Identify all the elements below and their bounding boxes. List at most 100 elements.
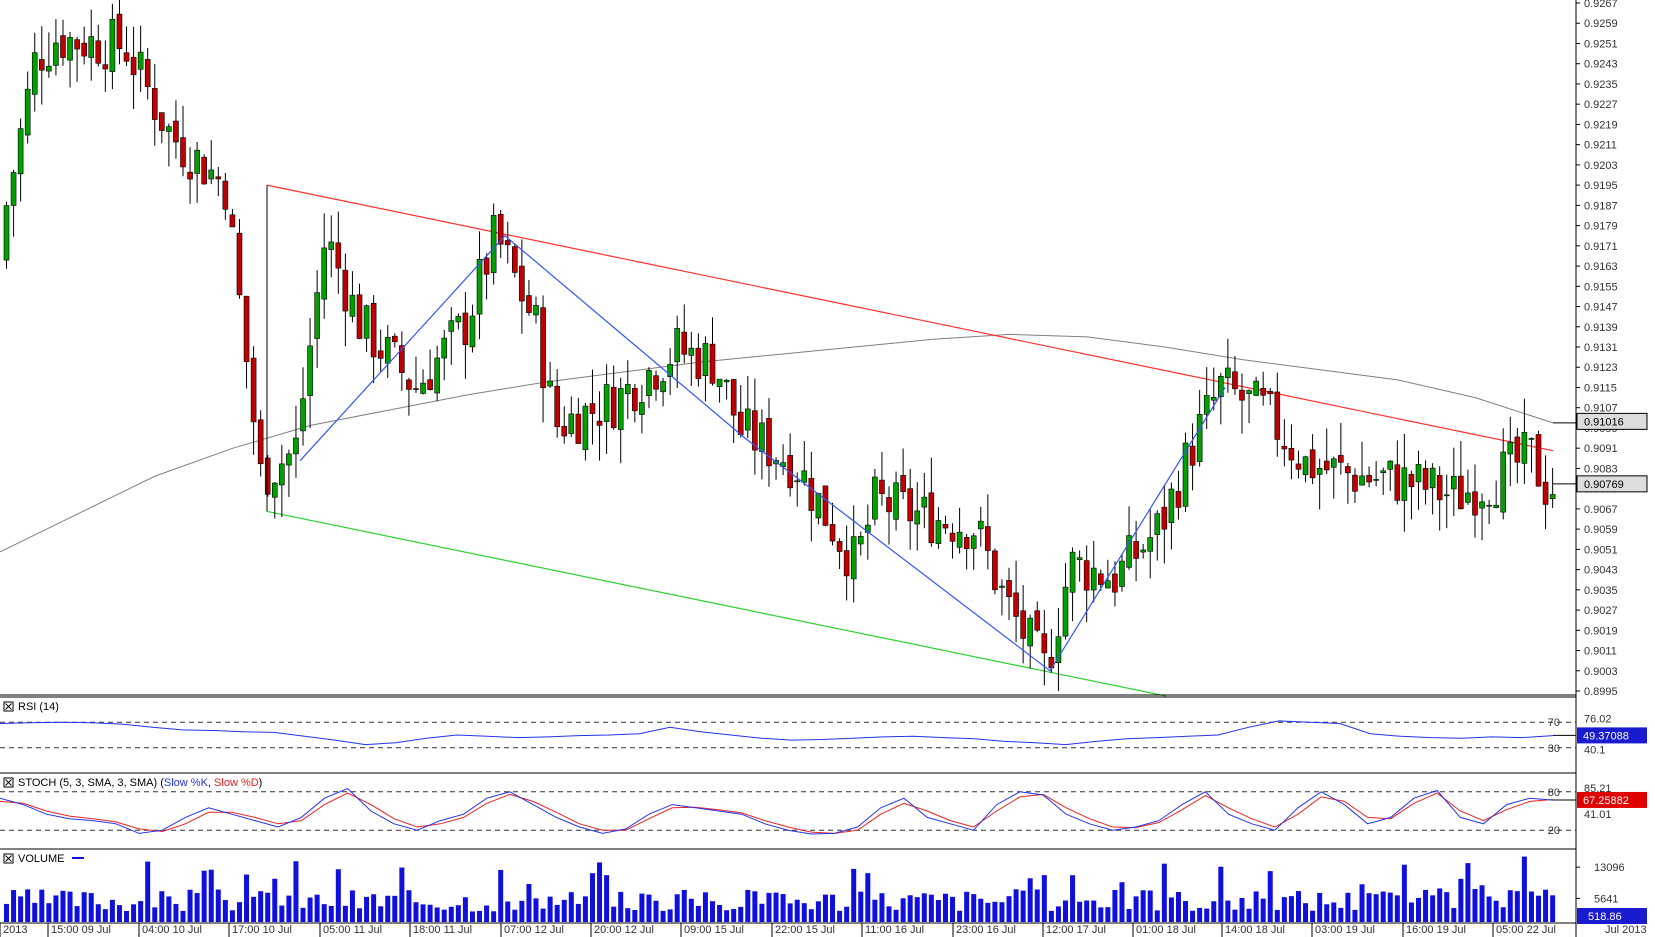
candle[interactable] — [1479, 493, 1485, 541]
candle[interactable] — [942, 515, 949, 534]
candle[interactable] — [455, 313, 462, 330]
candle[interactable] — [413, 356, 419, 393]
candle[interactable] — [180, 105, 186, 177]
candle[interactable] — [1465, 469, 1471, 505]
candle[interactable] — [1380, 467, 1386, 495]
candle[interactable] — [391, 333, 398, 348]
candle[interactable] — [737, 385, 744, 438]
candle[interactable] — [1140, 543, 1146, 559]
candle[interactable] — [504, 221, 511, 264]
candle[interactable] — [60, 19, 66, 66]
candle[interactable] — [914, 482, 921, 551]
candle[interactable] — [307, 318, 313, 429]
candle[interactable] — [836, 538, 843, 570]
candle[interactable] — [1161, 484, 1168, 564]
candle[interactable] — [1429, 463, 1436, 515]
candle[interactable] — [512, 243, 518, 278]
candle[interactable] — [151, 64, 158, 146]
candle[interactable] — [1323, 428, 1330, 475]
candle[interactable] — [1415, 450, 1422, 510]
candle[interactable] — [561, 406, 568, 444]
candle[interactable] — [335, 211, 342, 294]
candle[interactable] — [384, 325, 391, 378]
candle[interactable] — [1401, 434, 1408, 532]
candle[interactable] — [38, 26, 45, 105]
candle[interactable] — [568, 396, 575, 437]
candle[interactable] — [257, 410, 264, 477]
candle[interactable] — [17, 118, 24, 202]
candle[interactable] — [702, 336, 709, 402]
candle[interactable] — [370, 295, 377, 384]
candle[interactable] — [872, 468, 878, 526]
candle[interactable] — [843, 525, 850, 601]
candle[interactable] — [1189, 423, 1196, 491]
candle[interactable] — [31, 32, 38, 112]
candle[interactable] — [1210, 367, 1217, 411]
candle[interactable] — [1006, 567, 1012, 621]
candle[interactable] — [596, 391, 603, 461]
candle[interactable] — [123, 26, 130, 66]
candle[interactable] — [109, 3, 116, 90]
candle[interactable] — [448, 307, 455, 365]
candle[interactable] — [681, 304, 688, 364]
candle[interactable] — [1147, 509, 1154, 579]
candle[interactable] — [1083, 545, 1090, 623]
candle[interactable] — [519, 239, 525, 334]
candle[interactable] — [1528, 437, 1535, 473]
candle[interactable] — [1507, 416, 1514, 487]
candle[interactable] — [660, 377, 666, 407]
candle[interactable] — [1069, 547, 1076, 622]
candle[interactable] — [229, 208, 236, 228]
candle[interactable] — [279, 444, 285, 518]
candle[interactable] — [10, 169, 17, 237]
candle[interactable] — [483, 253, 490, 300]
candle[interactable] — [1549, 468, 1556, 508]
candle[interactable] — [1451, 447, 1457, 517]
candle[interactable] — [222, 172, 229, 220]
candle[interactable] — [1302, 455, 1309, 483]
candle[interactable] — [208, 140, 215, 185]
candle[interactable] — [356, 283, 363, 340]
candle[interactable] — [928, 457, 935, 547]
candle[interactable] — [116, 0, 123, 65]
candle[interactable] — [1013, 560, 1019, 642]
candle[interactable] — [286, 449, 292, 497]
candle[interactable] — [977, 506, 984, 547]
candle[interactable] — [1105, 559, 1111, 589]
candle[interactable] — [3, 201, 10, 269]
candle[interactable] — [857, 531, 864, 556]
candle[interactable] — [787, 433, 793, 497]
candle[interactable] — [759, 409, 765, 480]
candle[interactable] — [349, 271, 356, 323]
candle[interactable] — [1027, 614, 1033, 669]
candle[interactable] — [1239, 373, 1245, 434]
candle[interactable] — [159, 112, 165, 144]
candle[interactable] — [1041, 610, 1048, 686]
candle[interactable] — [589, 369, 596, 445]
candle[interactable] — [194, 142, 200, 203]
candle[interactable] — [667, 348, 673, 395]
candle[interactable] — [1098, 569, 1104, 591]
candle[interactable] — [1112, 561, 1118, 607]
candle[interactable] — [1338, 422, 1344, 475]
candle[interactable] — [1493, 480, 1499, 509]
candle[interactable] — [1203, 367, 1210, 430]
candle[interactable] — [780, 444, 786, 476]
candle[interactable] — [420, 369, 426, 395]
candle[interactable] — [610, 365, 617, 430]
candle[interactable] — [264, 455, 271, 497]
candle[interactable] — [1443, 474, 1450, 529]
candle[interactable] — [1422, 460, 1429, 505]
candle[interactable] — [949, 523, 956, 559]
candle[interactable] — [1316, 458, 1323, 510]
candle[interactable] — [53, 19, 59, 76]
candle[interactable] — [46, 32, 52, 78]
candle[interactable] — [1436, 466, 1443, 531]
candle[interactable] — [441, 329, 448, 381]
candle[interactable] — [1182, 432, 1189, 512]
candle[interactable] — [1133, 520, 1139, 582]
candle[interactable] — [1486, 499, 1492, 525]
candle[interactable] — [1126, 506, 1132, 570]
candle[interactable] — [1309, 434, 1316, 485]
candle[interactable] — [815, 492, 822, 525]
